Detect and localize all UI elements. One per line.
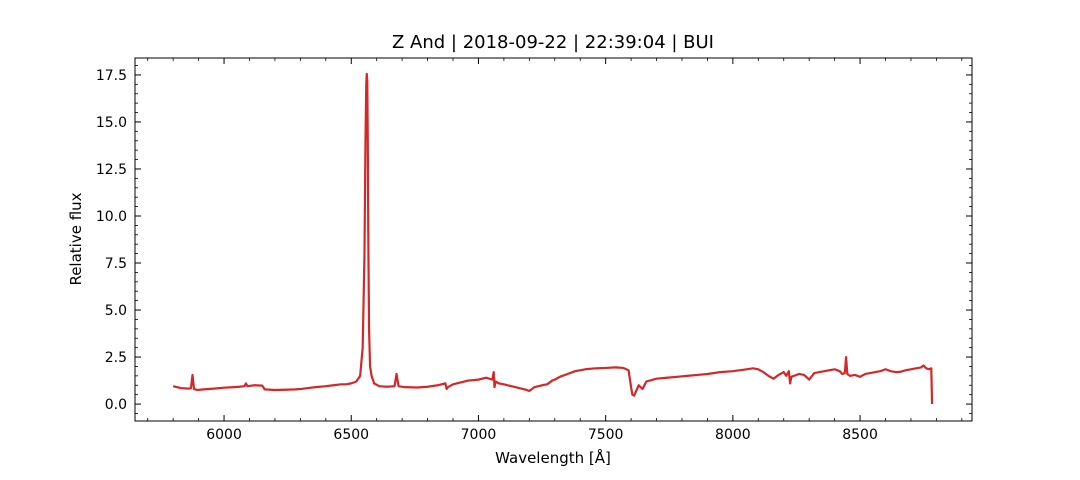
y-tick-label-3: 7.5	[105, 256, 127, 272]
y-tick-label-1: 2.5	[105, 350, 127, 366]
x-tick-label-7000: 7000	[461, 427, 497, 443]
spectrum-line	[172, 72, 934, 405]
x-axis-title: Wavelength [Å]	[495, 448, 611, 467]
chart-title: Z And | 2018-09-22 | 22:39:04 | BUI	[392, 32, 714, 53]
x-tick-label-8000: 8000	[715, 427, 751, 443]
y-tick-label-5: 12.5	[96, 162, 127, 178]
x-tick-label-8500: 8500	[842, 427, 878, 443]
plot-frame	[134, 57, 973, 422]
y-axis-title: Relative flux	[67, 192, 85, 285]
y-tick-label-4: 10.0	[96, 209, 127, 225]
y-tick-label-6: 15.0	[96, 115, 127, 131]
y-tick-label-2: 5.0	[105, 303, 127, 319]
x-tick-label-6000: 6000	[206, 427, 242, 443]
plot-area: 6000 6500 7000 7500 8000 8500 0.0 2.5 5.0 7.5 10.0…	[96, 57, 973, 443]
x-tick-label-7500: 7500	[588, 427, 624, 443]
x-tick-label-6500: 6500	[333, 427, 369, 443]
y-tick-label-0: 0.0	[105, 397, 127, 413]
y-tick-label-7: 17.5	[96, 68, 127, 84]
